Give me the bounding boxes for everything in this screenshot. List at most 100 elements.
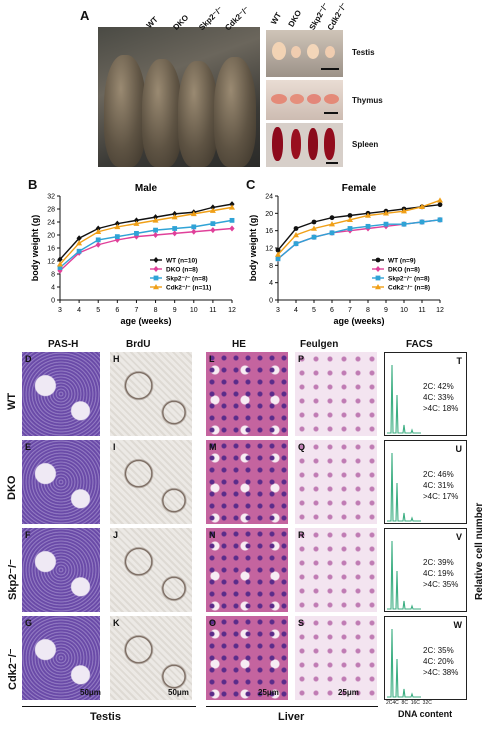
panel-letter: H [113, 354, 120, 364]
row-label-dko: DKO [6, 475, 18, 500]
thymus-wt [271, 94, 287, 104]
micrograph-e: E [22, 440, 100, 524]
testis-group-line [22, 706, 196, 707]
x-tick-label: 12 [228, 307, 236, 314]
data-point [191, 224, 197, 230]
data-point [134, 230, 139, 236]
scale-feulgen: 25μm [338, 688, 359, 697]
data-point [383, 210, 389, 216]
data-point [172, 226, 178, 231]
testis-scale-bar [321, 68, 339, 70]
series-line [277, 219, 441, 260]
data-point [293, 226, 299, 231]
facs-peaks [387, 364, 421, 434]
data-point [209, 207, 216, 213]
data-point [191, 228, 197, 235]
facs-histogram: V 2C: 39% 4C: 19% >4C: 35% [384, 528, 467, 612]
data-point [311, 225, 317, 231]
data-point [229, 201, 235, 208]
organ-label-thymus: Thymus [352, 96, 383, 105]
panel-letter: E [25, 442, 32, 452]
data-point [401, 221, 407, 227]
y-tick-label: 28 [47, 207, 55, 214]
panel-letter: N [209, 530, 216, 540]
data-point [152, 217, 159, 223]
y-tick-label: 24 [265, 194, 273, 201]
data-point [401, 208, 407, 214]
data-point [172, 230, 178, 237]
data-point [275, 251, 281, 257]
data-point [153, 257, 159, 263]
panel-letter-a: A [80, 8, 90, 23]
liver-group-line [206, 706, 378, 707]
data-point [229, 204, 235, 210]
data-point [57, 261, 63, 267]
x-tick-label: 3 [276, 307, 280, 314]
facs-histogram: T 2C: 42% 4C: 33% >4C: 18% [384, 352, 467, 436]
panel-letter: G [25, 618, 33, 628]
mouse-wt [104, 55, 146, 167]
col-head-pas-h: PAS-H [48, 339, 79, 350]
data-point [153, 227, 158, 233]
panel-letter: F [25, 530, 31, 540]
organ-col-dko: DKO [286, 8, 304, 29]
data-point [152, 232, 159, 238]
x-tick-label: 9 [384, 307, 388, 314]
y-tick-label: 20 [47, 233, 55, 240]
data-point [76, 240, 83, 246]
mouse-cdk2 [214, 57, 256, 167]
row-label-cdk2: Cdk2⁻/⁻ [7, 648, 19, 690]
data-point [311, 234, 317, 240]
scale-he: 25μm [258, 688, 279, 697]
y-tick-label: 12 [47, 259, 55, 266]
micrograph-p: P [295, 352, 377, 436]
y-tick-label: 0 [51, 298, 55, 305]
x-tick-label: 3 [58, 307, 62, 314]
panel-letter: D [25, 354, 32, 364]
testis-cdk2 [325, 46, 335, 58]
panel-letter: I [113, 442, 116, 452]
series-line [59, 203, 233, 260]
facs-peak-line [387, 452, 421, 522]
series-line [59, 206, 233, 265]
data-point [419, 219, 425, 225]
micrograph-k: K [110, 616, 192, 700]
micrograph-r: R [295, 528, 377, 612]
panel-letter: K [113, 618, 120, 628]
series-line [277, 199, 441, 255]
legend-entry: DKO (n=8) [388, 267, 420, 274]
facs-peak-line [387, 364, 421, 434]
x-tick-label: 8 [154, 307, 158, 314]
y-tick-label: 20 [265, 211, 273, 218]
facs-histogram: W 2C: 35% 4C: 20% >4C: 38% [384, 616, 467, 700]
data-point [95, 225, 101, 232]
facs-peak-line [387, 628, 421, 698]
y-tick-label: 0 [269, 298, 273, 305]
col-head-brdu: BrdU [126, 339, 151, 350]
testis-skp2 [307, 44, 319, 59]
spleen-photo [266, 123, 343, 167]
data-point [275, 256, 281, 262]
y-axis-label: body weight (g) [30, 215, 40, 282]
facs-xticks: 2C4C 8C 16C 32C [386, 700, 432, 706]
x-axis-label: age (weeks) [120, 316, 171, 326]
x-tick-label: 6 [115, 307, 119, 314]
legend-entry: WT (n=9) [388, 258, 416, 265]
organ-label-spleen: Spleen [352, 140, 379, 149]
facs-histogram: U 2C: 46% 4C: 31% >4C: 17% [384, 440, 467, 524]
data-point [347, 213, 353, 218]
data-point [329, 221, 335, 227]
data-point [383, 221, 389, 227]
micrograph-g: G [22, 616, 100, 700]
micrograph-q: Q [295, 440, 377, 524]
data-point [133, 220, 140, 226]
spleen-cdk2 [324, 128, 335, 160]
panel-letter: W [453, 620, 463, 630]
data-point [95, 241, 101, 248]
panel-letter: V [455, 532, 462, 542]
data-point [95, 228, 102, 234]
panel-letter: M [209, 442, 217, 452]
data-point [57, 265, 63, 270]
legend-entry: Skp2⁻/⁻ (n=8) [166, 276, 208, 283]
thymus-cdk2 [324, 94, 339, 104]
